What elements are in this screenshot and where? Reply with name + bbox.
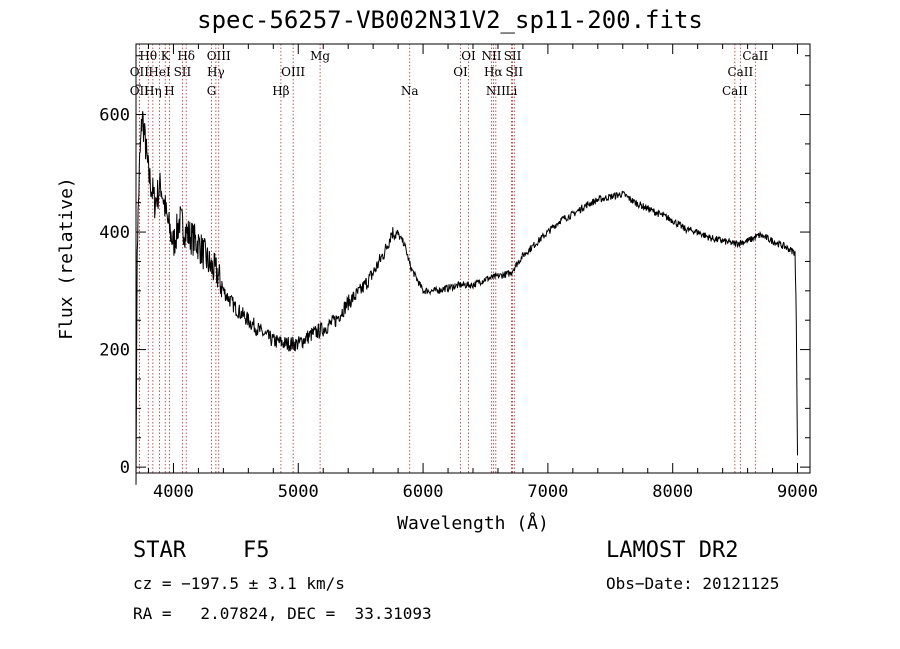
reference-label: CaII <box>742 49 768 63</box>
reference-label: OII <box>130 65 150 79</box>
reference-label: Hθ <box>139 49 157 63</box>
survey-name: LAMOST DR2 <box>606 538 739 563</box>
reference-label: Mg <box>310 49 330 63</box>
reference-label: OI <box>461 49 476 63</box>
x-tick-label: 7000 <box>527 482 568 502</box>
reference-label: SII <box>504 49 522 63</box>
x-tick-label: 5000 <box>278 482 319 502</box>
y-tick-label: 0 <box>120 458 130 478</box>
spectrum-series-line <box>135 111 798 485</box>
y-axis-label: Flux (relative) <box>56 177 77 340</box>
reference-label: NII <box>481 49 501 63</box>
x-tick-label: 4000 <box>153 482 194 502</box>
y-tick-label: 200 <box>99 341 130 361</box>
obs-date: Obs−Date: 20121125 <box>606 574 780 593</box>
reference-label: Hβ <box>272 84 289 98</box>
plot-frame <box>135 43 811 474</box>
reference-label: Hγ <box>207 65 225 79</box>
reference-label: Na <box>401 84 419 98</box>
reference-label: SII <box>505 65 523 79</box>
reference-label: OIII <box>281 65 305 79</box>
reference-label: K <box>161 49 171 63</box>
reference-label: CaII <box>727 65 753 79</box>
reference-label: HeI <box>148 65 171 79</box>
reference-label: Li <box>506 84 518 98</box>
axis-tick-labels: 4000 5000 6000 7000 8000 9000 0 200 400 600 <box>99 106 818 502</box>
coordinates: RA = 2.07824, DEC = 33.31093 <box>133 604 432 623</box>
chart-title: spec-56257-VB002N31V2_sp11-200.fits <box>197 6 703 34</box>
reference-label: Hδ <box>177 49 195 63</box>
reference-label: Hη <box>144 84 162 98</box>
y-tick-label: 400 <box>99 223 130 243</box>
subclass: F5 <box>243 538 270 563</box>
x-axis-label: Wavelength (Å) <box>397 512 549 534</box>
reference-label: OII <box>130 84 150 98</box>
object-class: STAR <box>133 538 186 563</box>
axis-ticks <box>136 44 810 473</box>
reference-label: G <box>207 84 217 98</box>
reference-label: OI <box>453 65 468 79</box>
reference-lines <box>138 44 756 473</box>
x-tick-label: 9000 <box>777 482 818 502</box>
reference-label: H <box>164 84 174 98</box>
reference-label: NII <box>486 84 506 98</box>
x-tick-label: 8000 <box>652 482 693 502</box>
reference-label: OIII <box>207 49 231 63</box>
reference-label: Hα <box>484 65 503 79</box>
y-tick-label: 600 <box>99 106 130 126</box>
redshift-value: cz = −197.5 ± 3.1 km/s <box>133 574 345 593</box>
x-tick-label: 6000 <box>403 482 444 502</box>
reference-label: CaII <box>722 84 748 98</box>
reference-label: SII <box>174 65 192 79</box>
